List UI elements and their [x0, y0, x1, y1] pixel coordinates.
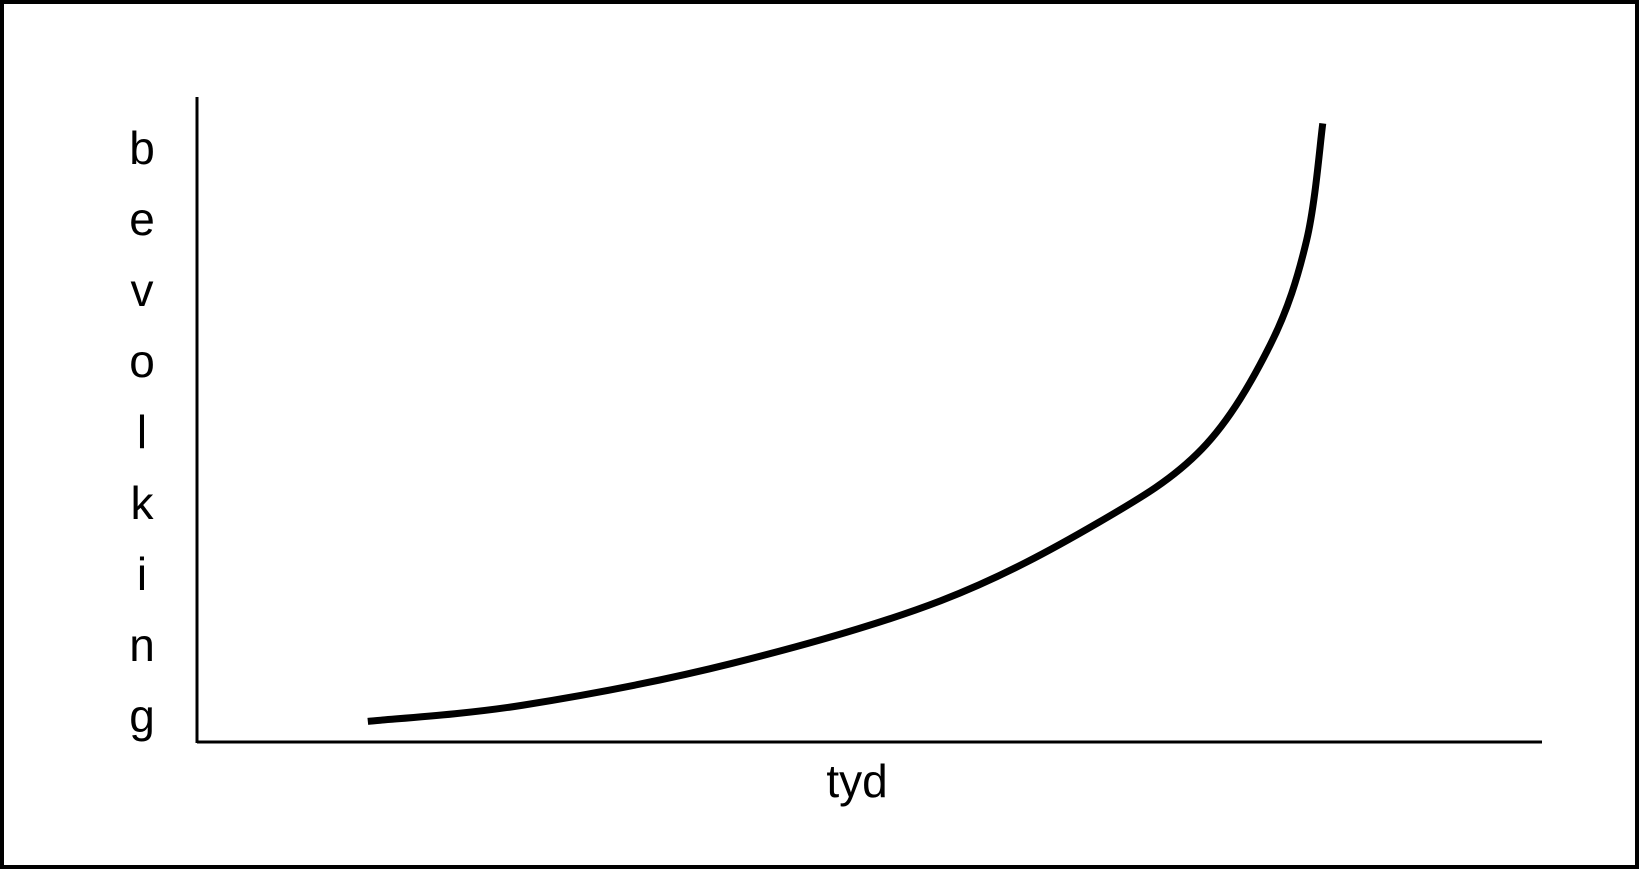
- line-series: [367, 122, 1327, 725]
- y-axis-label: bevolking: [116, 122, 168, 761]
- x-axis-label: tyd: [826, 755, 887, 807]
